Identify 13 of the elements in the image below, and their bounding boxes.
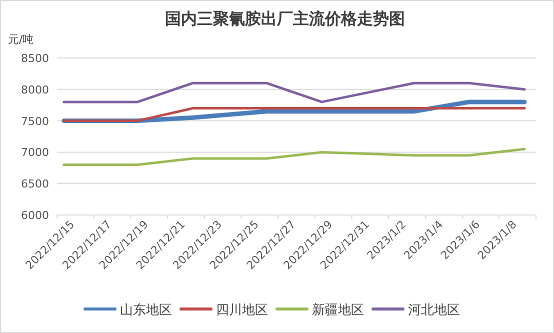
y-tick-label: 8000 <box>21 83 49 96</box>
y-axis-title: 元/吨 <box>8 33 34 46</box>
y-tick-label: 6000 <box>21 209 49 222</box>
chart-title: 国内三聚氰胺出厂主流价格走势图 <box>165 9 405 28</box>
legend-label: 山东地区 <box>120 303 172 318</box>
legend-label: 新疆地区 <box>312 303 364 318</box>
line-series <box>62 148 526 166</box>
y-tick-label: 7000 <box>21 146 49 160</box>
y-tick-label: 6500 <box>21 178 49 191</box>
y-tick-label: 7500 <box>21 114 49 128</box>
legend-label: 四川地区 <box>216 303 268 318</box>
y-tick-label: 8500 <box>21 52 49 65</box>
legend-label: 河北地区 <box>408 303 460 318</box>
